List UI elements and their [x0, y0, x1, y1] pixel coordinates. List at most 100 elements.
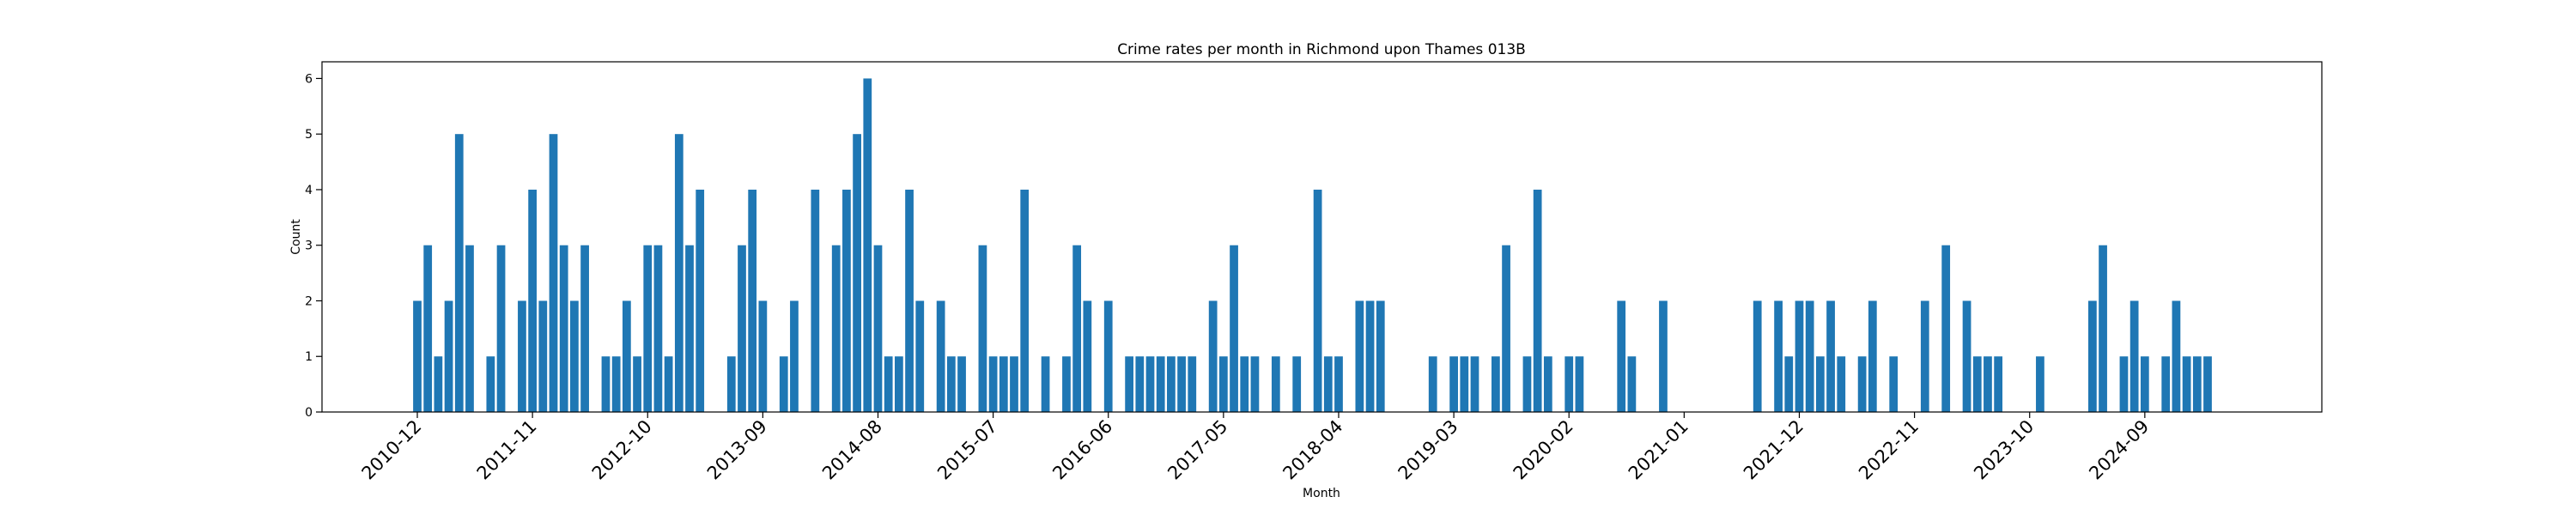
bar	[2036, 356, 2044, 412]
bar	[831, 245, 841, 412]
bar	[570, 300, 579, 412]
bar	[853, 134, 861, 412]
bar	[1230, 245, 1238, 412]
bar	[1449, 356, 1458, 412]
bar	[1837, 356, 1846, 412]
y-tick-label: 6	[305, 72, 313, 86]
bar	[1857, 356, 1867, 412]
bar	[1659, 300, 1668, 412]
x-tick-label: 2014-08	[818, 416, 886, 484]
bars-group	[413, 78, 2212, 413]
bar	[1920, 300, 1929, 412]
bar	[1460, 356, 1469, 412]
plot-frame	[321, 61, 2323, 413]
bar	[2119, 356, 2129, 412]
bar	[465, 245, 474, 412]
x-tick-label: 2019-03	[1394, 416, 1462, 484]
bar	[580, 245, 589, 412]
bar	[1167, 356, 1176, 412]
bar	[454, 134, 464, 412]
bar	[434, 356, 443, 412]
bar	[1502, 245, 1510, 412]
bar	[905, 189, 914, 412]
bar	[873, 245, 883, 412]
y-axis: 0 1 2 3 4 5 6	[305, 72, 322, 420]
bar	[1815, 356, 1825, 412]
bar	[1428, 356, 1437, 412]
bar	[1041, 356, 1050, 412]
x-tick-label: 2021-01	[1625, 416, 1692, 484]
bar	[538, 300, 548, 412]
bar	[1240, 356, 1249, 412]
bar	[496, 245, 506, 412]
bar	[863, 78, 872, 413]
bar	[622, 300, 631, 412]
bar	[601, 356, 611, 412]
bar	[1941, 245, 1951, 412]
x-tick-label: 2023-10	[1970, 416, 2038, 484]
bar	[1156, 356, 1165, 412]
bar	[1010, 356, 1018, 412]
x-tick-label: 2011-11	[473, 416, 541, 484]
bar	[1962, 300, 1971, 412]
bar	[2172, 300, 2181, 412]
bar	[2203, 356, 2212, 412]
bar	[696, 189, 705, 412]
bar	[1250, 356, 1260, 412]
x-tick-label: 2016-06	[1048, 416, 1116, 484]
bar	[779, 356, 788, 412]
bar	[1323, 356, 1333, 412]
bar	[1627, 356, 1637, 412]
bar	[1972, 356, 1982, 412]
bar	[1292, 356, 1302, 412]
bar	[1376, 300, 1385, 412]
bar	[999, 356, 1008, 412]
bar	[486, 356, 495, 412]
bar	[1522, 356, 1532, 412]
bar	[1784, 356, 1794, 412]
bar	[988, 356, 998, 412]
bar	[643, 245, 653, 412]
bar	[518, 300, 526, 412]
bar	[1984, 356, 1992, 412]
bar	[884, 356, 893, 412]
bar	[1365, 300, 1375, 412]
bar	[1103, 300, 1113, 412]
bar	[1334, 356, 1343, 412]
x-tick-label: 2020-02	[1510, 416, 1577, 484]
bar	[978, 245, 987, 412]
bar	[549, 134, 558, 412]
bar	[1492, 356, 1500, 412]
bar	[811, 189, 820, 412]
bar	[1564, 356, 1574, 412]
x-tick-label: 2015-07	[933, 416, 1001, 484]
x-tick-label: 2013-09	[703, 416, 771, 484]
bar	[790, 300, 799, 412]
bar	[2129, 300, 2139, 412]
y-axis-label: Count	[289, 219, 303, 255]
y-tick-label: 5	[305, 128, 313, 142]
bar	[1135, 356, 1145, 412]
x-tick-label: 2021-12	[1740, 416, 1807, 484]
bar	[895, 356, 903, 412]
bar	[1533, 189, 1542, 412]
bar	[1889, 356, 1899, 412]
bar	[1083, 300, 1092, 412]
bar	[1177, 356, 1186, 412]
bar	[653, 245, 663, 412]
bar	[1617, 300, 1626, 412]
bar	[633, 356, 641, 412]
y-tick-label: 0	[305, 406, 313, 420]
bar	[1753, 300, 1762, 412]
bar	[1543, 356, 1552, 412]
bar	[1218, 356, 1228, 412]
bar	[1020, 189, 1030, 412]
x-axis-label: Month	[1303, 487, 1340, 500]
bar	[758, 300, 768, 412]
y-tick-label: 2	[305, 294, 313, 308]
bar	[1188, 356, 1197, 412]
bar	[1313, 189, 1322, 412]
bar	[1575, 356, 1584, 412]
bar	[748, 189, 757, 412]
